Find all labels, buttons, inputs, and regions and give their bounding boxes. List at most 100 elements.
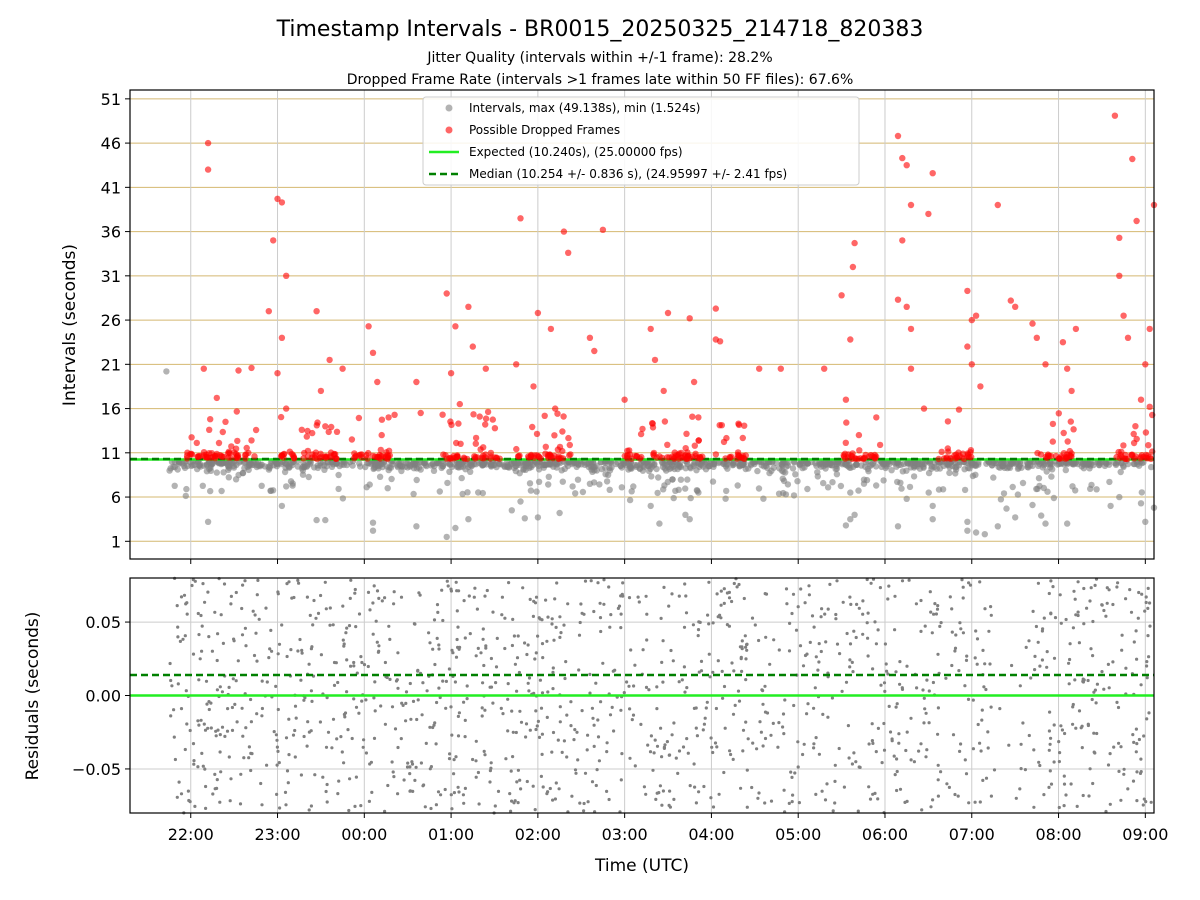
residual-point xyxy=(632,684,636,688)
residual-point xyxy=(503,616,507,620)
residual-point xyxy=(649,734,654,738)
interval-point xyxy=(952,470,959,477)
residual-point xyxy=(323,580,327,584)
residual-point xyxy=(646,743,650,747)
interval-point xyxy=(710,460,717,468)
residual-point xyxy=(876,628,880,632)
interval-point xyxy=(1090,461,1097,469)
residual-point xyxy=(1036,581,1040,585)
dropped-frame-point xyxy=(842,439,849,446)
residual-point xyxy=(551,666,555,670)
residual-point xyxy=(1071,702,1075,707)
dropped-frame-point xyxy=(632,452,639,460)
residual-point xyxy=(544,598,548,602)
residual-point xyxy=(472,595,476,599)
residual-point xyxy=(471,757,475,762)
interval-point xyxy=(837,482,845,490)
residual-point xyxy=(214,729,218,733)
interval-point xyxy=(436,488,443,495)
residual-point xyxy=(588,691,592,695)
residual-point xyxy=(200,649,204,653)
interval-point xyxy=(661,465,669,472)
residual-point xyxy=(428,725,432,729)
residual-point xyxy=(515,780,519,784)
residual-point xyxy=(805,712,809,716)
residual-point xyxy=(276,707,280,712)
residual-point xyxy=(1144,600,1148,605)
residual-point xyxy=(234,679,238,683)
residual-point xyxy=(967,801,971,805)
residual-point xyxy=(200,624,204,628)
residual-point xyxy=(739,657,743,661)
dropped-frame-point xyxy=(283,272,290,279)
residual-point xyxy=(619,612,623,616)
residual-point xyxy=(1024,645,1028,650)
residual-point xyxy=(573,728,577,732)
residual-point xyxy=(1040,629,1044,633)
residual-point xyxy=(1091,619,1095,624)
dropped-frame-point xyxy=(756,365,763,372)
interval-point xyxy=(508,507,515,514)
residual-point xyxy=(558,705,562,709)
residual-point xyxy=(284,803,288,807)
dropped-frame-point xyxy=(972,312,980,319)
dropped-frame-point xyxy=(907,325,915,333)
residual-point xyxy=(425,689,429,693)
residual-point xyxy=(1069,782,1073,786)
residual-point xyxy=(919,598,923,603)
residual-point xyxy=(220,690,224,694)
residual-point xyxy=(554,625,558,630)
residual-point xyxy=(380,599,384,603)
residual-point xyxy=(589,579,593,583)
residual-point xyxy=(992,768,997,772)
residual-point xyxy=(1010,663,1014,668)
residual-point xyxy=(449,705,453,709)
residual-point xyxy=(660,755,664,759)
residual-point xyxy=(677,680,681,684)
interval-point xyxy=(267,487,274,494)
dropped-frame-point xyxy=(651,356,659,364)
residual-point xyxy=(204,679,209,683)
interval-point xyxy=(626,496,634,504)
dropped-frame-point xyxy=(621,396,628,403)
x-tick-label: 00:00 xyxy=(341,825,387,844)
residual-point xyxy=(731,757,735,762)
residual-point xyxy=(269,628,273,633)
interval-point xyxy=(1107,502,1114,510)
residual-point xyxy=(787,801,791,806)
residual-point xyxy=(607,797,611,802)
residual-point xyxy=(1038,664,1042,668)
residual-point xyxy=(880,761,884,765)
residual-point xyxy=(834,612,838,617)
residual-point xyxy=(935,607,940,611)
interval-point xyxy=(398,467,405,475)
dropped-frame-point xyxy=(855,431,863,439)
dropped-frame-point xyxy=(243,444,250,452)
residual-point xyxy=(633,663,637,667)
residual-point xyxy=(292,595,296,600)
interval-point xyxy=(1137,500,1145,507)
dropped-frame-point xyxy=(647,325,654,333)
interval-point xyxy=(964,518,971,525)
residual-point xyxy=(222,582,227,586)
interval-point xyxy=(695,489,702,496)
residual-point xyxy=(359,804,363,808)
dropped-frame-point xyxy=(313,308,320,315)
interval-point xyxy=(1003,505,1010,512)
dropped-frame-point xyxy=(664,441,671,448)
residual-point xyxy=(230,705,234,710)
dropped-frame-point xyxy=(690,378,698,386)
residual-point xyxy=(653,738,657,742)
interval-point xyxy=(893,463,900,470)
residual-point xyxy=(751,741,755,745)
residual-point xyxy=(1029,676,1033,680)
residual-point xyxy=(1077,641,1081,645)
dropped-frame-point xyxy=(1146,403,1153,410)
residual-point xyxy=(750,785,754,790)
residual-point xyxy=(479,651,483,655)
residual-point xyxy=(500,595,504,599)
residual-point xyxy=(1067,661,1071,665)
residual-point xyxy=(175,604,179,608)
interval-point xyxy=(527,487,535,494)
residual-point xyxy=(559,631,563,635)
